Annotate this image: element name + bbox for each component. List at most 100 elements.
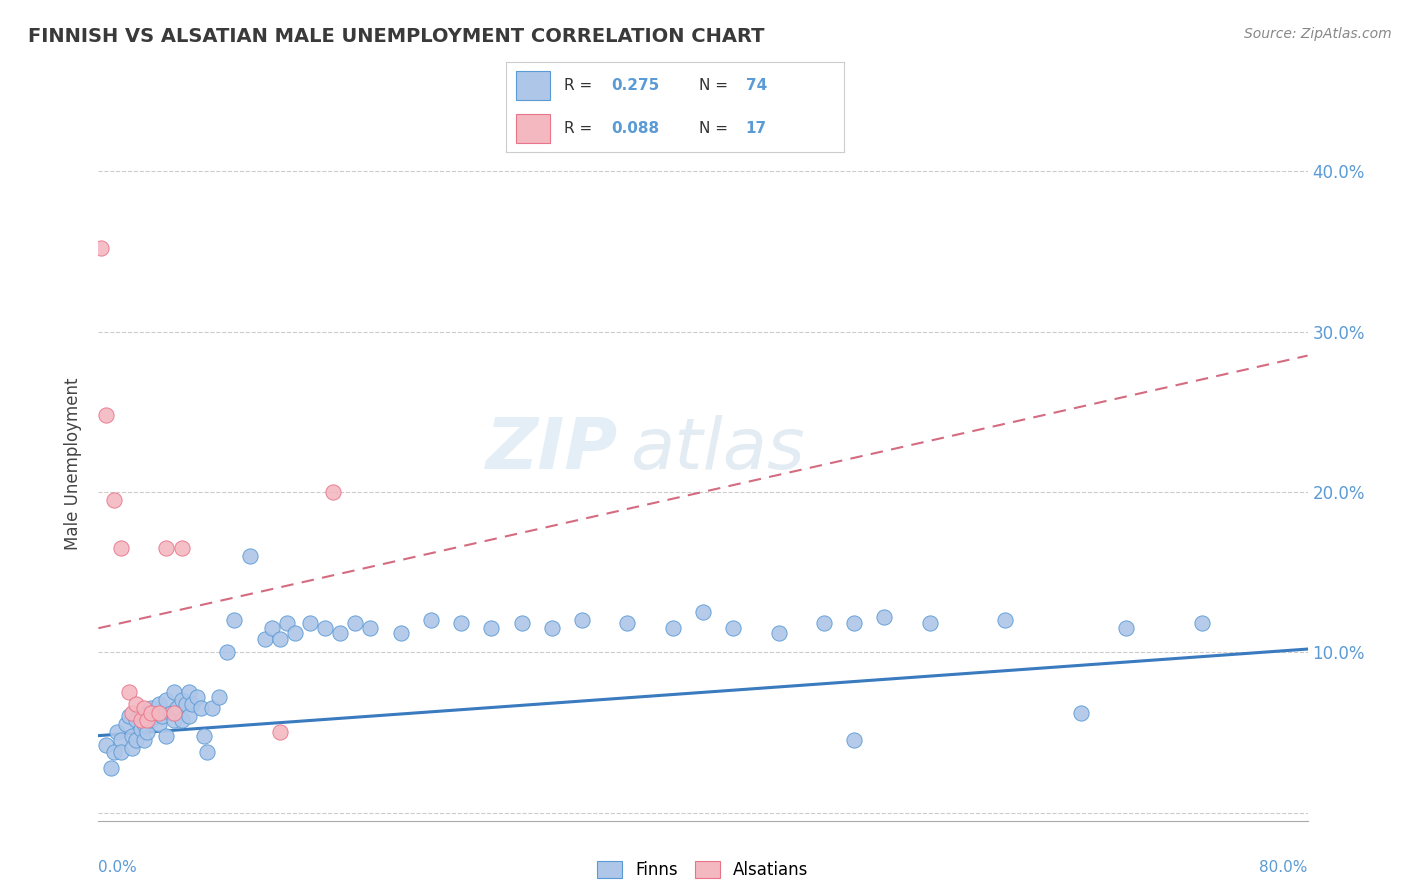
Point [195, 745, 218, 759]
FancyBboxPatch shape [516, 71, 550, 100]
Point [174, 697, 197, 711]
Point [121, 706, 143, 721]
Point [110, 541, 132, 555]
Point [510, 616, 533, 631]
Point [224, 613, 246, 627]
Point [110, 745, 132, 759]
Point [329, 626, 352, 640]
Point [723, 621, 745, 635]
Point [103, 492, 125, 507]
Point [163, 713, 186, 727]
Point [118, 709, 141, 723]
Point [90, 241, 112, 255]
Point [141, 701, 163, 715]
Point [276, 616, 298, 631]
Point [150, 709, 173, 723]
Point [103, 745, 125, 759]
Point [813, 616, 835, 631]
Text: R =: R = [564, 78, 596, 93]
Point [389, 626, 412, 640]
Point [450, 616, 472, 631]
Point [481, 621, 503, 635]
Text: FINNISH VS ALSATIAN MALE UNEMPLOYMENT CORRELATION CHART: FINNISH VS ALSATIAN MALE UNEMPLOYMENT CO… [28, 27, 765, 45]
Point [1115, 621, 1137, 635]
Point [121, 729, 143, 743]
Text: atlas: atlas [630, 415, 806, 484]
Point [616, 616, 638, 631]
Point [1191, 616, 1213, 631]
Point [135, 713, 157, 727]
Point [662, 621, 685, 635]
Text: 80.0%: 80.0% [1260, 860, 1308, 875]
Point [170, 713, 193, 727]
Point [170, 541, 193, 555]
Text: R =: R = [564, 121, 596, 136]
Point [135, 725, 157, 739]
Point [190, 701, 212, 715]
Point [145, 709, 167, 723]
Point [262, 621, 284, 635]
Point [692, 605, 714, 619]
Point [129, 713, 152, 727]
Point [918, 616, 941, 631]
Point [179, 709, 201, 723]
Point [239, 549, 262, 563]
Point [322, 484, 344, 499]
Point [420, 613, 443, 627]
Point [132, 701, 155, 715]
Text: 17: 17 [745, 121, 766, 136]
Point [110, 733, 132, 747]
Point [100, 761, 122, 775]
Point [299, 616, 322, 631]
Point [844, 733, 866, 747]
Text: 0.088: 0.088 [610, 121, 659, 136]
Point [148, 697, 170, 711]
Point [179, 685, 201, 699]
Text: N =: N = [699, 78, 733, 93]
Point [269, 632, 291, 647]
Point [181, 697, 204, 711]
Point [873, 610, 896, 624]
Text: 0.275: 0.275 [610, 78, 659, 93]
Point [129, 723, 152, 737]
Point [141, 706, 163, 721]
Point [344, 616, 367, 631]
Point [155, 541, 177, 555]
Point [94, 408, 117, 422]
Point [193, 729, 215, 743]
Point [284, 626, 307, 640]
Point [994, 613, 1017, 627]
FancyBboxPatch shape [516, 114, 550, 143]
Point [163, 706, 186, 721]
Y-axis label: Male Unemployment: Male Unemployment [65, 377, 83, 550]
Point [141, 713, 163, 727]
Text: ZIP: ZIP [486, 415, 619, 484]
Point [166, 701, 188, 715]
Point [148, 717, 170, 731]
Point [571, 613, 593, 627]
Point [269, 725, 291, 739]
Point [118, 685, 141, 699]
Point [132, 717, 155, 731]
Point [253, 632, 276, 647]
Point [768, 626, 790, 640]
Point [155, 693, 177, 707]
Point [360, 621, 382, 635]
Point [215, 645, 238, 659]
Point [125, 713, 148, 727]
Point [186, 690, 208, 705]
Point [125, 733, 148, 747]
Point [208, 690, 231, 705]
Point [105, 725, 128, 739]
Legend: Finns, Alsatians: Finns, Alsatians [598, 861, 808, 880]
Point [148, 706, 170, 721]
Point [201, 701, 224, 715]
Point [160, 706, 183, 721]
Point [155, 729, 177, 743]
Point [1070, 706, 1092, 721]
Point [163, 685, 186, 699]
Point [121, 741, 143, 756]
Point [129, 706, 152, 721]
Text: N =: N = [699, 121, 733, 136]
Text: Source: ZipAtlas.com: Source: ZipAtlas.com [1244, 27, 1392, 41]
